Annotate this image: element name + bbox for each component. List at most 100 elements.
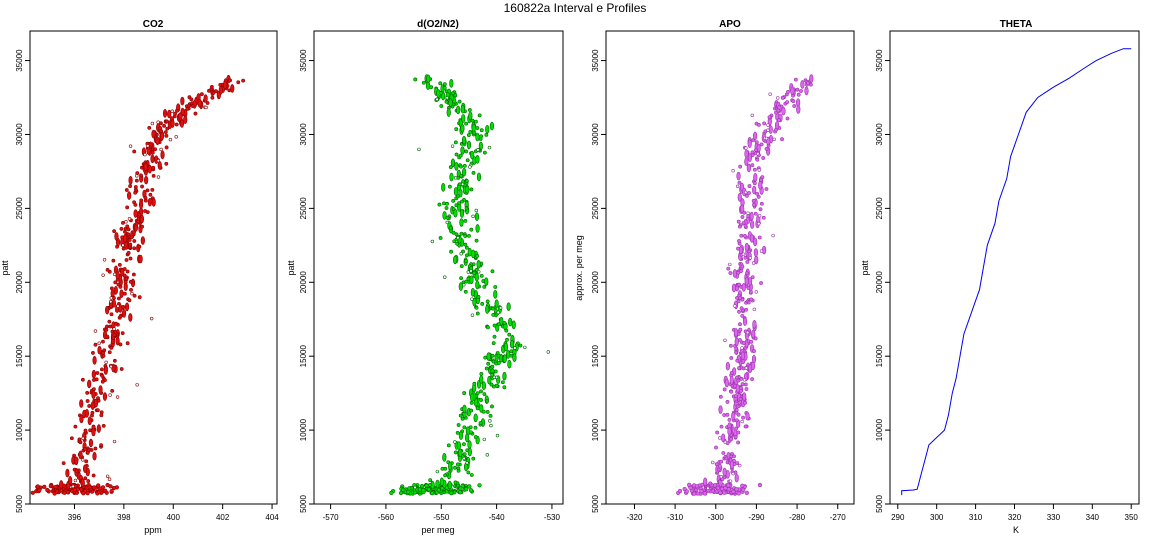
co2-data-point — [59, 480, 64, 489]
co2-data-point — [109, 296, 113, 300]
apo-data-point — [728, 479, 733, 483]
co2-data-point — [160, 150, 165, 160]
apo-data-point — [741, 487, 746, 492]
co2-data-point — [132, 230, 136, 235]
co2-data-point — [164, 161, 169, 166]
apo-data-point — [740, 264, 745, 269]
apo-data-point — [795, 87, 800, 92]
o2n2-data-point — [479, 371, 484, 376]
o2n2-data-point — [470, 297, 474, 301]
apo-data-point — [746, 214, 751, 218]
o2n2-data-point — [459, 252, 463, 256]
o2n2-data-point — [453, 465, 457, 470]
co2-data-point — [140, 236, 145, 245]
apo-data-point — [781, 106, 786, 116]
apo-data-point — [749, 340, 754, 344]
apo-data-point — [776, 96, 780, 100]
apo-data-point — [718, 394, 723, 399]
o2n2-data-point — [512, 353, 517, 363]
o2n2-plot-frame — [313, 30, 564, 505]
o2n2-data-point — [455, 194, 460, 199]
o2n2-data-point — [472, 270, 477, 275]
theta-x-tick-label: 320 — [1008, 513, 1022, 522]
o2n2-data-point — [485, 453, 490, 457]
co2-data-point — [157, 161, 162, 170]
co2-data-point — [164, 145, 169, 150]
o2n2-data-point — [464, 487, 469, 492]
co2-data-point — [218, 85, 223, 95]
apo-data-point — [743, 400, 747, 405]
co2-data-point — [133, 202, 138, 207]
apo-data-point — [706, 486, 710, 490]
o2n2-data-point — [469, 227, 474, 232]
theta-y-axis-label: patt — [860, 260, 870, 276]
o2n2-data-point — [460, 182, 465, 187]
o2n2-data-point — [462, 167, 467, 177]
o2n2-data-point — [464, 433, 470, 443]
co2-data-point — [42, 484, 47, 489]
co2-data-point — [128, 144, 133, 148]
o2n2-data-point — [453, 176, 458, 180]
apo-data-point — [725, 400, 730, 404]
co2-x-tick-label: 396 — [68, 513, 82, 522]
co2-data-point — [121, 309, 127, 318]
apo-data-point — [712, 483, 718, 488]
o2n2-data-point — [467, 233, 471, 238]
co2-y-axis-label: patt — [0, 260, 10, 276]
o2n2-data-point — [451, 198, 456, 203]
co2-data-point — [135, 174, 139, 178]
o2n2-data-point — [459, 209, 465, 218]
co2-data-point — [108, 484, 113, 489]
apo-x-tick-label: -280 — [789, 513, 806, 522]
o2n2-data-point — [468, 488, 474, 493]
co2-data-point — [230, 84, 235, 93]
co2-data-point — [197, 98, 202, 108]
apo-data-point — [804, 86, 809, 96]
apo-data-point — [796, 92, 801, 97]
apo-data-point — [731, 169, 735, 173]
apo-data-point — [729, 460, 735, 470]
apo-data-point — [742, 317, 748, 326]
co2-data-point — [180, 96, 185, 106]
apo-y-axis-label: approx. per meg — [574, 235, 584, 301]
apo-data-point — [741, 341, 746, 345]
o2n2-data-point — [469, 187, 474, 192]
co2-data-point — [90, 401, 95, 410]
o2n2-data-point — [474, 272, 479, 282]
co2-data-point — [85, 391, 90, 395]
co2-data-point — [121, 243, 125, 247]
co2-data-point — [97, 341, 101, 345]
apo-data-point — [776, 108, 781, 113]
o2n2-data-point — [458, 490, 463, 495]
co2-data-point — [134, 178, 139, 183]
o2n2-data-point — [458, 486, 463, 491]
co2-x-axis-label: ppm — [144, 525, 162, 535]
o2n2-y-tick-label: 35000 — [299, 49, 308, 72]
co2-data-point — [118, 285, 123, 289]
co2-data-point — [203, 94, 208, 103]
o2n2-data-point — [462, 442, 466, 447]
apo-data-point — [729, 389, 734, 394]
o2n2-data-point — [453, 187, 459, 196]
co2-data-point — [153, 147, 158, 152]
apo-data-point — [738, 296, 742, 300]
o2n2-data-point — [453, 480, 458, 485]
co2-data-point — [146, 146, 151, 155]
o2n2-data-point — [453, 450, 458, 455]
apo-data-point — [756, 152, 760, 156]
o2n2-data-point — [482, 150, 487, 155]
o2n2-data-point — [442, 211, 447, 220]
o2n2-y-tick-label: 25000 — [299, 197, 308, 220]
co2-data-point — [123, 229, 127, 234]
apo-data-point — [718, 490, 723, 495]
o2n2-y-tick-label: 20000 — [299, 271, 308, 294]
o2n2-data-point — [483, 355, 488, 360]
co2-data-point — [149, 316, 154, 321]
apo-data-point — [753, 248, 758, 257]
o2n2-data-point — [490, 372, 495, 377]
o2n2-ticks: 5000 10000 15000 20000 25000 30000 35000 -570 -5… — [299, 49, 560, 522]
co2-data-point — [111, 258, 116, 263]
o2n2-data-point — [523, 345, 527, 350]
apo-data-point — [777, 118, 781, 122]
apo-data-point — [723, 338, 727, 343]
